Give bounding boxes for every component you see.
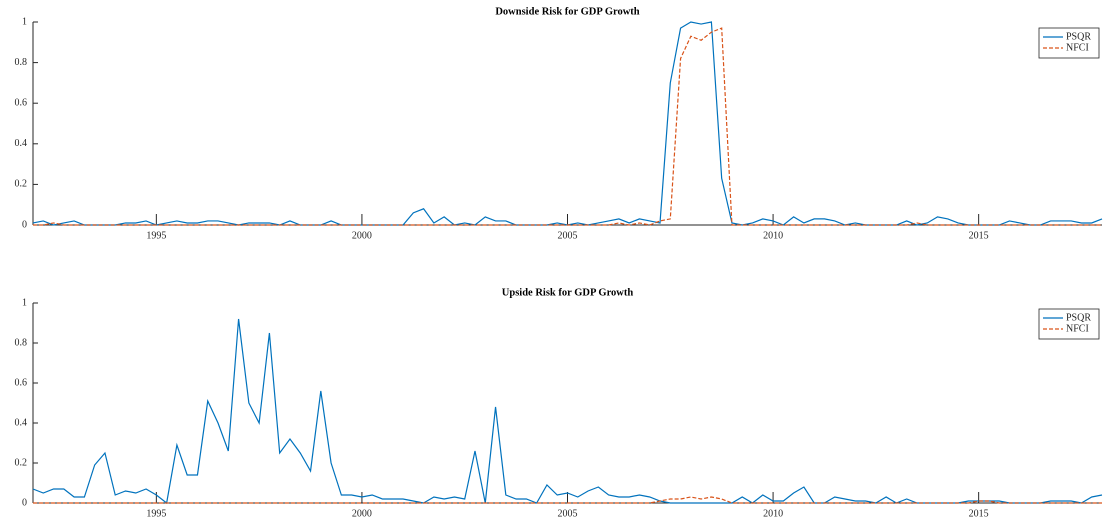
y-tick-label: 0.2 <box>15 457 28 468</box>
subplot: Upside Risk for GDP Growth 0 0.2 0.4 0.6 0.8 1… <box>15 287 1103 519</box>
y-tick-label: 0.8 <box>15 337 28 348</box>
legend-label: PSQR <box>1066 312 1091 323</box>
legend-label: NFCI <box>1066 323 1089 334</box>
x-tick-label: 2015 <box>969 230 989 241</box>
x-tick-label: 1995 <box>146 230 166 241</box>
x-tick-label: 2010 <box>763 230 783 241</box>
legend-label: PSQR <box>1066 31 1091 42</box>
y-tick-label: 0.6 <box>15 97 28 108</box>
x-tick-label: 2000 <box>352 230 372 241</box>
y-tick-label: 0.4 <box>15 417 28 428</box>
y-tick-label: 1 <box>22 297 27 308</box>
y-tick-label: 0.8 <box>15 57 28 68</box>
y-tick-label: 0.6 <box>15 377 28 388</box>
y-tick-label: 0 <box>22 497 27 508</box>
series-line <box>32 318 1103 505</box>
y-tick-label: 0.2 <box>15 179 28 190</box>
legend-box <box>1038 27 1100 59</box>
x-tick-label: 2010 <box>763 508 783 519</box>
series-line <box>33 496 1102 504</box>
y-tick-label: 1 <box>22 16 27 27</box>
x-tick-label: 2000 <box>352 508 372 519</box>
subplot: Downside Risk for GDP Growth 0 0.2 0.4 0.6 0.… <box>15 6 1103 241</box>
x-tick-label: 2005 <box>558 230 578 241</box>
chart-title: Downside Risk for GDP Growth <box>495 6 639 17</box>
x-tick-label: 2005 <box>558 508 578 519</box>
legend-box <box>1038 308 1100 340</box>
series-line <box>33 27 1102 226</box>
x-tick-label: 2015 <box>969 508 989 519</box>
chart-title: Upside Risk for GDP Growth <box>502 287 634 298</box>
legend-label: NFCI <box>1066 42 1089 53</box>
series-line <box>32 21 1103 226</box>
y-tick-label: 0.4 <box>15 138 28 149</box>
x-tick-label: 1995 <box>146 508 166 519</box>
y-tick-label: 0 <box>22 219 27 230</box>
